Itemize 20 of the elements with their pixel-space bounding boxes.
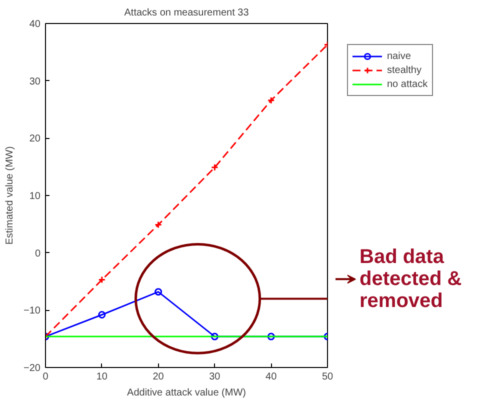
x-tick-label: 0	[42, 372, 49, 382]
y-tick-label: 20	[29, 134, 41, 145]
y-tick-label: −10	[24, 306, 41, 317]
y-tick-label: 0	[34, 248, 41, 260]
legend-label: stealthy	[387, 64, 422, 77]
y-tick-label: 10	[29, 191, 41, 202]
y-tick-label: 40	[29, 19, 41, 30]
text: Bad data detected & removed	[360, 246, 462, 312]
x-tick-label: 50	[322, 372, 334, 382]
y-tick-label: 30	[29, 76, 41, 88]
x-axis-title: Additive attack value (MW)	[127, 388, 246, 398]
x-tick-label: 20	[152, 372, 164, 382]
y-tick-label: −20	[24, 363, 41, 374]
x-tick-label: 30	[209, 372, 221, 382]
chart-title: Attacks on measurement 33	[124, 8, 250, 18]
legend-label: no attack	[387, 78, 428, 91]
y-axis-title: Estimated value (MW)	[4, 146, 16, 245]
x-tick-label: 40	[266, 372, 278, 382]
x-tick-label: 10	[96, 372, 108, 382]
legend-label: naive	[387, 50, 411, 63]
